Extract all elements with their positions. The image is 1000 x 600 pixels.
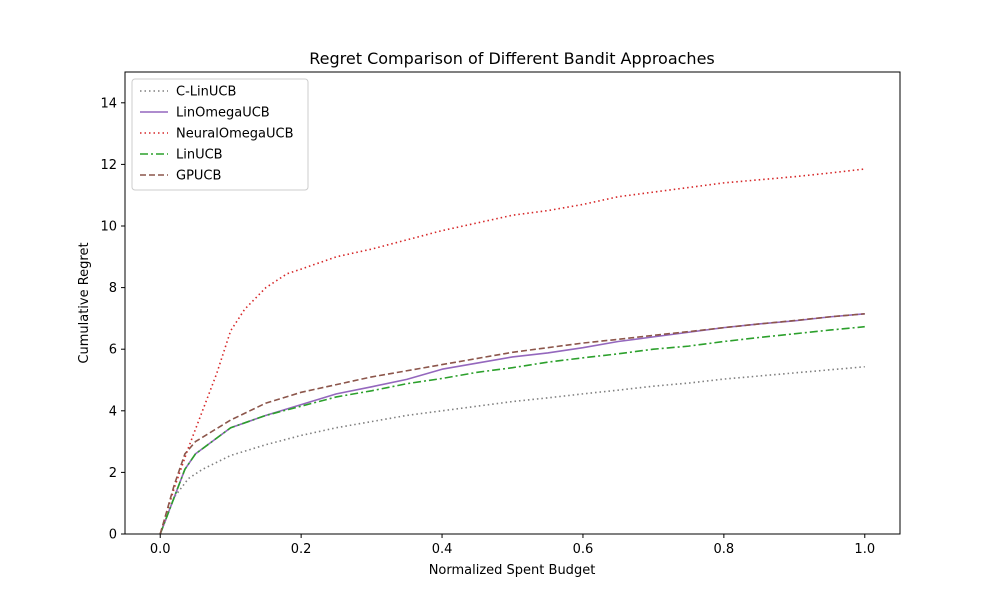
y-axis-label: Cumulative Regret <box>77 242 92 363</box>
legend-entry-label: NeuralOmegaUCB <box>176 127 294 142</box>
y-axis: 0 2 4 6 8 10 12 14 <box>100 96 125 543</box>
y-tick-label: 10 <box>100 220 117 235</box>
y-tick-label: 8 <box>109 281 117 296</box>
x-tick-label: 1.0 <box>854 542 875 557</box>
x-axis-label: Normalized Spent Budget <box>429 563 596 578</box>
x-axis: 0.0 0.2 0.4 0.6 0.8 1.0 <box>150 534 875 557</box>
y-tick-label: 0 <box>109 528 117 543</box>
x-tick-label: 0.0 <box>150 542 171 557</box>
y-tick-label: 4 <box>109 404 117 419</box>
series-line-linucb <box>159 325 865 535</box>
y-tick-label: 14 <box>100 96 117 111</box>
series-layer <box>159 168 865 535</box>
y-tick-label: 2 <box>109 466 117 481</box>
x-tick-label: 0.8 <box>714 542 735 557</box>
series-line-gpucb <box>159 312 865 535</box>
y-tick-label: 12 <box>100 158 117 173</box>
legend-box <box>131 78 309 191</box>
legend-entry-label: LinOmegaUCB <box>176 106 270 121</box>
legend-entry-label: LinUCB <box>176 148 223 163</box>
legend: C-LinUCB LinOmegaUCB NeuralOmegaUCB LinUCB G… <box>131 78 309 191</box>
x-tick-label: 0.4 <box>432 542 453 557</box>
y-tick-label: 6 <box>109 343 117 358</box>
chart-title: Regret Comparison of Different Bandit Ap… <box>309 49 715 68</box>
x-tick-label: 0.2 <box>291 542 312 557</box>
plot-frame <box>124 71 901 535</box>
x-tick-label: 0.6 <box>573 542 594 557</box>
legend-entry-label: GPUCB <box>176 169 221 184</box>
legend-entry-label: C-LinUCB <box>176 85 236 100</box>
